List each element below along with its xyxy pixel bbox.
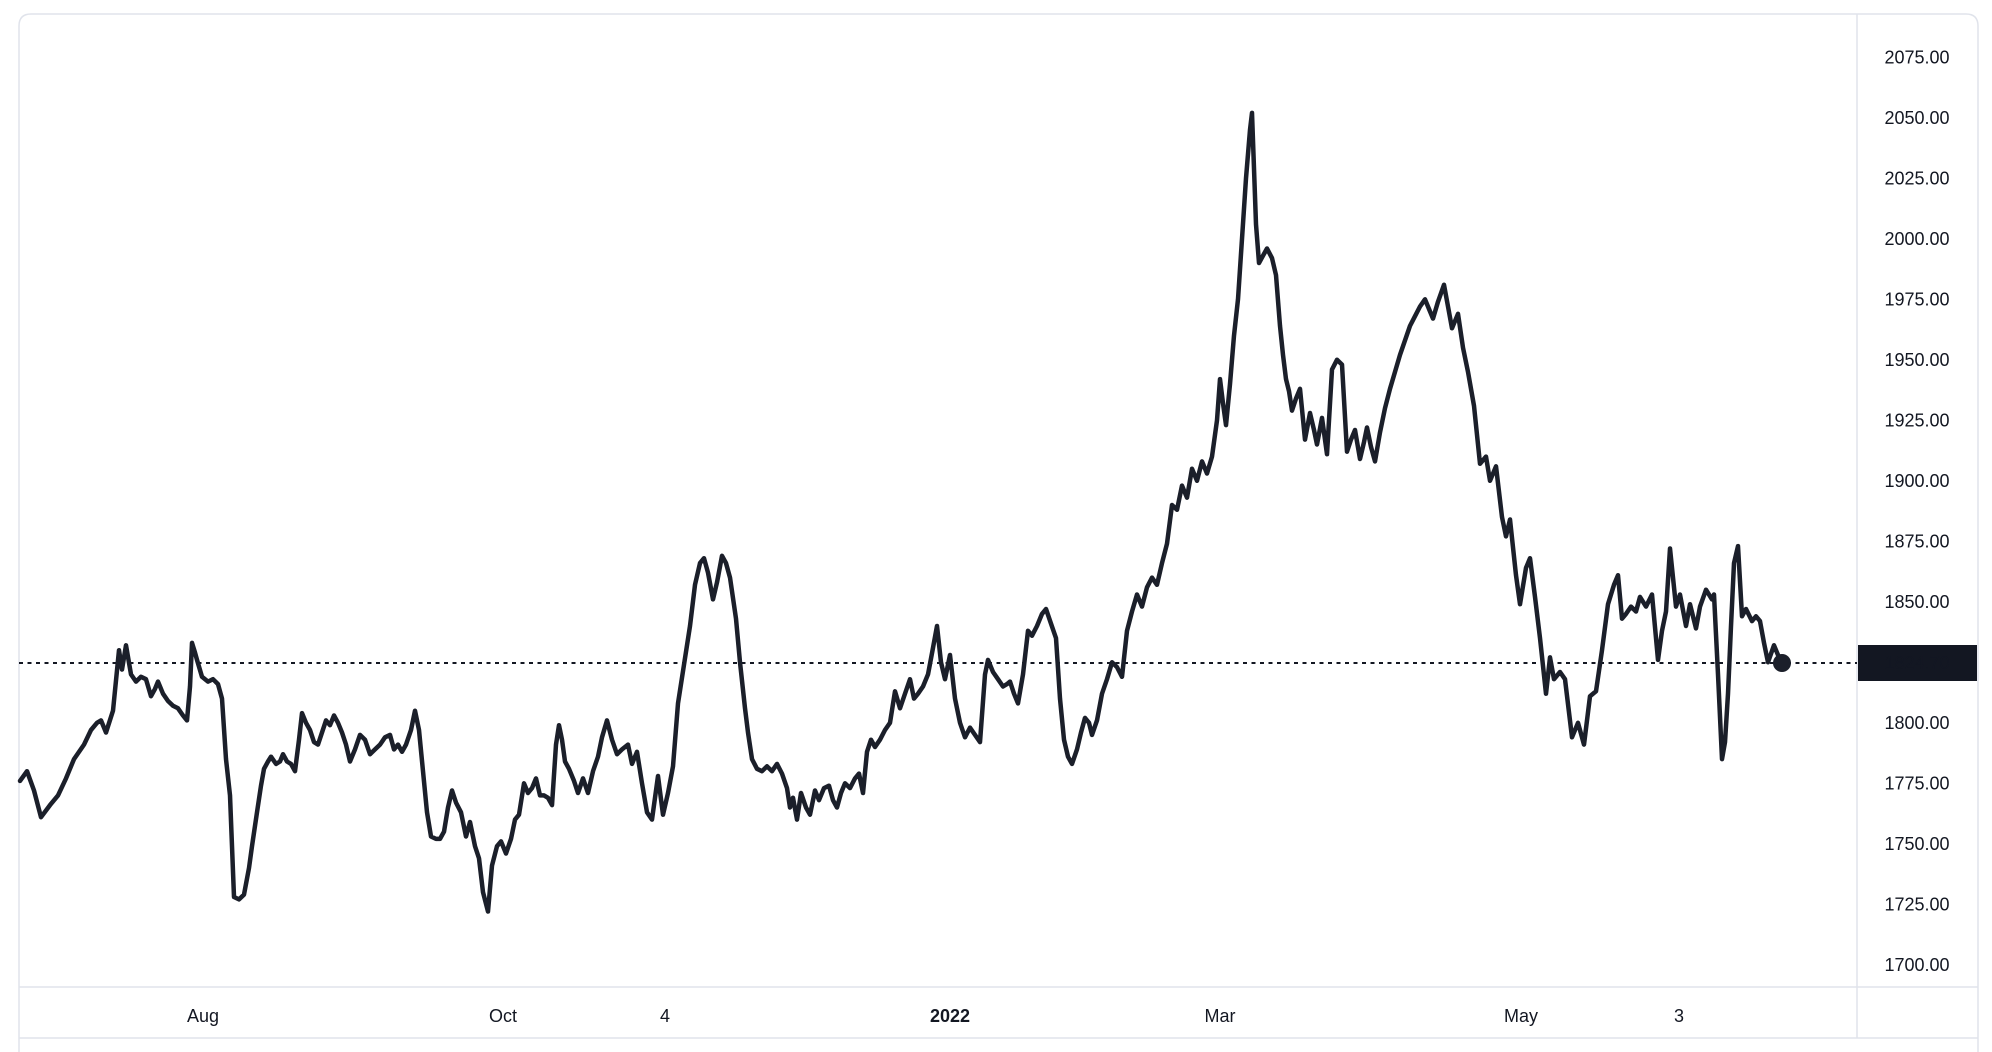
price-tick-label: 1900.00 <box>1884 471 1949 491</box>
time-axis-ticks: Aug Oct 4 2022 Mar May 3 <box>187 1006 1684 1026</box>
price-tick-label: 1950.00 <box>1884 350 1949 370</box>
price-tick-label: 1725.00 <box>1884 894 1949 914</box>
price-tick-label: 2000.00 <box>1884 229 1949 249</box>
series-price <box>17 110 1785 914</box>
price-tick-label: 1975.00 <box>1884 289 1949 309</box>
time-tick-label: Mar <box>1205 1006 1236 1026</box>
price-tick-label: 2075.00 <box>1884 47 1949 67</box>
time-tick-label: Aug <box>187 1006 219 1026</box>
price-axis[interactable] <box>1857 14 1978 987</box>
price-tick-label: 1925.00 <box>1884 410 1949 430</box>
time-tick-label: Oct <box>489 1006 517 1026</box>
time-tick-label: 4 <box>660 1006 670 1026</box>
price-tick-label: 1750.00 <box>1884 834 1949 854</box>
price-line-series <box>17 110 1785 914</box>
price-tick-label: 1700.00 <box>1884 955 1949 975</box>
price-tick-label: 1875.00 <box>1884 531 1949 551</box>
price-axis-ticks: 2075.00 2050.00 2025.00 2000.00 1975.00 1950.… <box>1884 47 1949 975</box>
panel-border <box>18 13 1979 1052</box>
price-tick-label: 1850.00 <box>1884 592 1949 612</box>
price-tick-label: 1800.00 <box>1884 713 1949 733</box>
last-price-label: 1824.70 <box>1858 645 1977 681</box>
time-axis[interactable] <box>19 987 1978 1038</box>
price-tick-label: 2050.00 <box>1884 108 1949 128</box>
time-tick-label: May <box>1504 1006 1538 1026</box>
price-tick-label: 2025.00 <box>1884 168 1949 188</box>
svg-text:1824.70: 1824.70 <box>1884 653 1949 673</box>
last-point-dot <box>1773 654 1791 672</box>
time-tick-label: 3 <box>1674 1006 1684 1026</box>
price-tick-label: 1775.00 <box>1884 773 1949 793</box>
time-tick-label: 2022 <box>930 1006 970 1026</box>
